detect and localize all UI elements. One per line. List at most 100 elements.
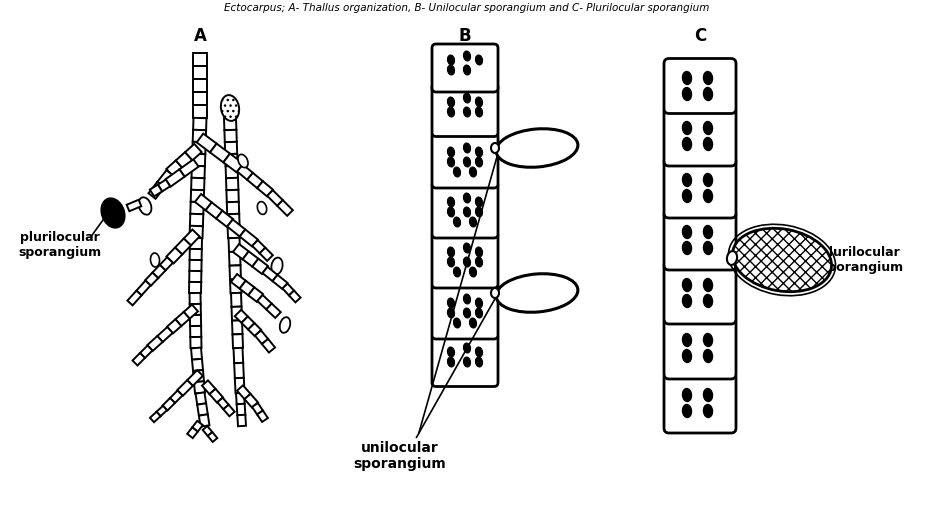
Ellipse shape xyxy=(683,121,691,135)
FancyBboxPatch shape xyxy=(664,210,736,270)
Ellipse shape xyxy=(496,129,578,167)
Bar xyxy=(193,92,207,105)
Ellipse shape xyxy=(453,318,460,328)
Ellipse shape xyxy=(447,298,455,308)
Ellipse shape xyxy=(475,247,483,257)
Bar xyxy=(224,118,236,130)
Ellipse shape xyxy=(475,147,483,157)
Bar xyxy=(243,251,259,267)
Ellipse shape xyxy=(703,295,713,307)
Bar xyxy=(192,142,205,154)
FancyBboxPatch shape xyxy=(664,262,736,324)
Bar xyxy=(160,257,173,270)
Bar xyxy=(217,211,234,227)
Bar xyxy=(237,386,250,399)
Bar xyxy=(176,152,192,169)
Bar xyxy=(176,312,190,326)
Ellipse shape xyxy=(683,278,691,292)
Ellipse shape xyxy=(238,154,248,168)
Bar xyxy=(252,259,268,274)
Ellipse shape xyxy=(491,288,499,298)
Bar xyxy=(248,323,262,336)
Bar xyxy=(190,260,202,271)
Bar xyxy=(234,348,243,363)
Bar xyxy=(193,105,207,118)
Ellipse shape xyxy=(102,199,124,228)
FancyBboxPatch shape xyxy=(664,317,736,379)
Bar xyxy=(257,181,273,197)
Ellipse shape xyxy=(703,189,713,203)
Ellipse shape xyxy=(475,257,483,267)
Ellipse shape xyxy=(703,174,713,186)
Bar xyxy=(289,291,301,302)
Bar xyxy=(185,144,202,161)
Ellipse shape xyxy=(683,350,691,363)
Ellipse shape xyxy=(470,267,476,277)
Ellipse shape xyxy=(732,228,831,292)
Ellipse shape xyxy=(447,55,455,65)
Bar xyxy=(191,166,205,178)
Ellipse shape xyxy=(683,226,691,238)
Ellipse shape xyxy=(470,217,476,227)
Ellipse shape xyxy=(463,294,471,304)
Bar xyxy=(230,279,242,293)
Bar xyxy=(229,251,240,266)
Ellipse shape xyxy=(447,247,455,257)
Bar xyxy=(190,249,202,260)
Ellipse shape xyxy=(463,65,471,75)
Bar xyxy=(191,178,205,190)
Ellipse shape xyxy=(463,157,471,167)
Bar xyxy=(202,380,216,394)
FancyBboxPatch shape xyxy=(664,106,736,166)
Ellipse shape xyxy=(475,308,483,318)
Bar xyxy=(191,326,202,337)
Text: C: C xyxy=(694,27,706,45)
Bar xyxy=(197,134,217,152)
Bar xyxy=(192,421,203,432)
Bar xyxy=(228,226,240,238)
Ellipse shape xyxy=(683,72,691,84)
Ellipse shape xyxy=(475,347,483,357)
Ellipse shape xyxy=(463,343,471,353)
Bar xyxy=(231,293,242,307)
Ellipse shape xyxy=(475,197,483,207)
Bar xyxy=(223,405,234,416)
Bar xyxy=(158,180,170,192)
Bar xyxy=(226,190,239,202)
Bar xyxy=(234,363,244,378)
Bar xyxy=(266,304,281,318)
Bar xyxy=(189,282,201,293)
Bar xyxy=(248,288,263,302)
Bar xyxy=(191,347,202,360)
Ellipse shape xyxy=(475,207,483,217)
Bar xyxy=(227,214,240,226)
Bar xyxy=(187,370,203,386)
Bar xyxy=(187,427,198,438)
Bar xyxy=(248,173,262,188)
Bar xyxy=(240,230,258,246)
Bar xyxy=(262,339,276,353)
Bar xyxy=(190,214,204,226)
Text: plurilocular
sporangium: plurilocular sporangium xyxy=(820,246,903,274)
FancyBboxPatch shape xyxy=(664,58,736,113)
Bar xyxy=(190,293,201,304)
Ellipse shape xyxy=(683,295,691,307)
Ellipse shape xyxy=(463,193,471,203)
Bar xyxy=(191,190,205,202)
Bar xyxy=(175,239,191,255)
Ellipse shape xyxy=(447,347,455,357)
Bar xyxy=(234,378,245,393)
Ellipse shape xyxy=(280,317,290,333)
Ellipse shape xyxy=(470,167,476,177)
Bar xyxy=(233,244,248,259)
Ellipse shape xyxy=(463,243,471,253)
Ellipse shape xyxy=(683,389,691,401)
Bar xyxy=(227,219,246,237)
Ellipse shape xyxy=(703,87,713,101)
Bar xyxy=(192,130,206,142)
Bar xyxy=(224,130,237,142)
Text: B: B xyxy=(459,27,472,45)
Bar xyxy=(225,142,237,154)
Bar xyxy=(193,370,204,382)
Bar xyxy=(236,393,245,404)
